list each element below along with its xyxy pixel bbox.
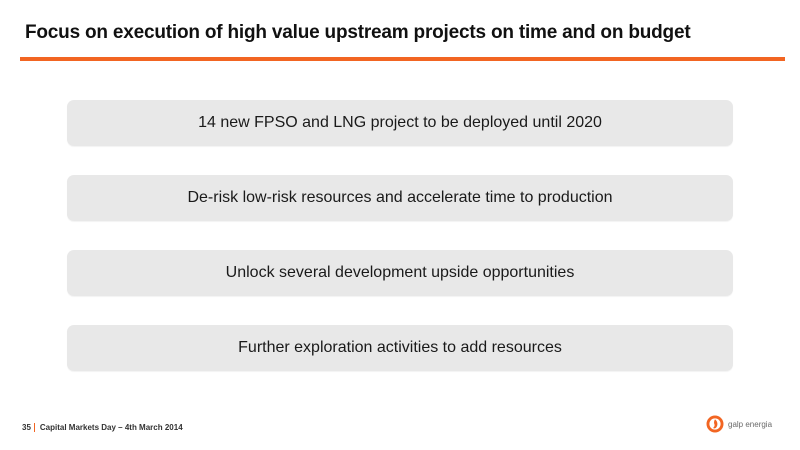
galp-flame-logo-icon [706,415,724,433]
slide-footer: 35 Capital Markets Day – 4th March 2014 [22,423,183,432]
key-points-list: 14 new FPSO and LNG project to be deploy… [67,100,733,400]
company-logo: galp energia [706,415,772,433]
logo-text: galp energia [728,419,773,429]
footer-separator [33,423,35,432]
key-point-item: De-risk low-risk resources and accelerat… [67,175,733,221]
slide-title: Focus on execution of high value upstrea… [25,22,691,43]
key-point-item: 14 new FPSO and LNG project to be deploy… [67,100,733,146]
title-underline [20,57,785,61]
page-number: 35 [22,423,31,432]
key-point-item: Unlock several development upside opport… [67,250,733,296]
footer-event-label: Capital Markets Day – 4th March 2014 [39,423,183,432]
key-point-item: Further exploration activities to add re… [67,325,733,371]
